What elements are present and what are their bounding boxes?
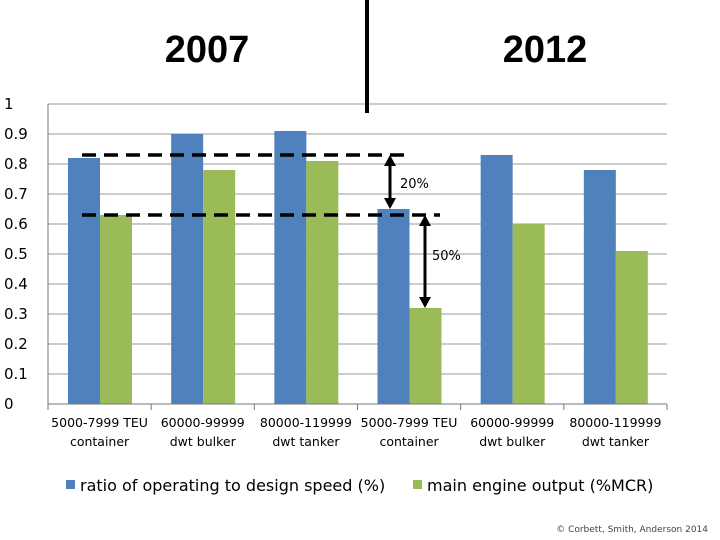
annotation-label: 20% [400, 177, 429, 192]
arrow-head-icon [384, 198, 396, 209]
credit-text: © Corbett, Smith, Anderson 2014 [556, 525, 708, 535]
legend-swatch [413, 480, 422, 489]
bars [68, 131, 648, 404]
reference-lines [82, 153, 440, 217]
bar-speed-ratio [274, 131, 307, 404]
legend-swatch [66, 480, 75, 489]
bar-engine-output [306, 161, 339, 404]
category-label-line1: 5000-7999 TEU [51, 415, 148, 430]
category-label-line2: dwt tanker [272, 434, 340, 449]
y-tick-label: 0.8 [4, 155, 28, 173]
category-label-line2: dwt tanker [582, 434, 650, 449]
y-tick-label: 1 [4, 95, 14, 113]
bar-speed-ratio [68, 158, 100, 404]
y-tick-label: 0.1 [4, 365, 28, 383]
axes [47, 104, 668, 410]
y-tick-label: 0.7 [4, 185, 28, 203]
category-label-line2: dwt bulker [170, 434, 237, 449]
y-tick-label: 0 [4, 395, 14, 413]
y-tick-label: 0.2 [4, 335, 28, 353]
bar-engine-output [615, 251, 648, 404]
category-label-line1: 60000-99999 [161, 415, 245, 430]
category-label-line1: 60000-99999 [470, 415, 554, 430]
bar-speed-ratio [480, 155, 513, 404]
period-label-2012: 2012 [503, 29, 588, 71]
credit: © Corbett, Smith, Anderson 2014 [556, 525, 708, 535]
y-axis-ticks: 0 0.1 0.2 0.3 0.4 0.5 0.6 0.7 0.8 0.9 1 [4, 95, 28, 413]
period-label-2007: 2007 [165, 29, 250, 71]
y-tick-label: 0.4 [4, 275, 28, 293]
legend-label: ratio of operating to design speed (%) [80, 476, 385, 495]
y-tick-label: 0.6 [4, 215, 28, 233]
x-axis-labels: 5000-7999 TEU container 60000-99999 dwt bul… [51, 415, 661, 449]
arrow-head-icon [419, 215, 431, 226]
category-label-line1: 80000-119999 [260, 415, 352, 430]
bar-engine-output [203, 170, 236, 404]
bar-speed-ratio [583, 170, 616, 404]
category-label-line1: 80000-119999 [569, 415, 661, 430]
arrow-head-icon [384, 155, 396, 166]
y-tick-label: 0.5 [4, 245, 28, 263]
bar-speed-ratio [377, 209, 410, 404]
gridlines [48, 103, 667, 405]
y-tick-label: 0.9 [4, 125, 28, 143]
annotations: 20% 50% [384, 155, 461, 308]
category-label-line2: dwt bulker [479, 434, 546, 449]
category-label-line2: container [70, 434, 130, 449]
bar-speed-ratio [171, 134, 204, 404]
legend-label: main engine output (%MCR) [427, 476, 653, 495]
category-label-line1: 5000-7999 TEU [361, 415, 458, 430]
category-label-line2: container [379, 434, 439, 449]
bar-engine-output [100, 215, 132, 404]
legend: ratio of operating to design speed (%) ma… [66, 476, 653, 495]
arrow-head-icon [419, 297, 431, 308]
annotation-label: 50% [432, 249, 461, 264]
period-labels: 2007 2012 [165, 0, 588, 113]
y-tick-label: 0.3 [4, 305, 28, 323]
bar-engine-output [512, 224, 545, 404]
bar-engine-output [409, 308, 442, 404]
